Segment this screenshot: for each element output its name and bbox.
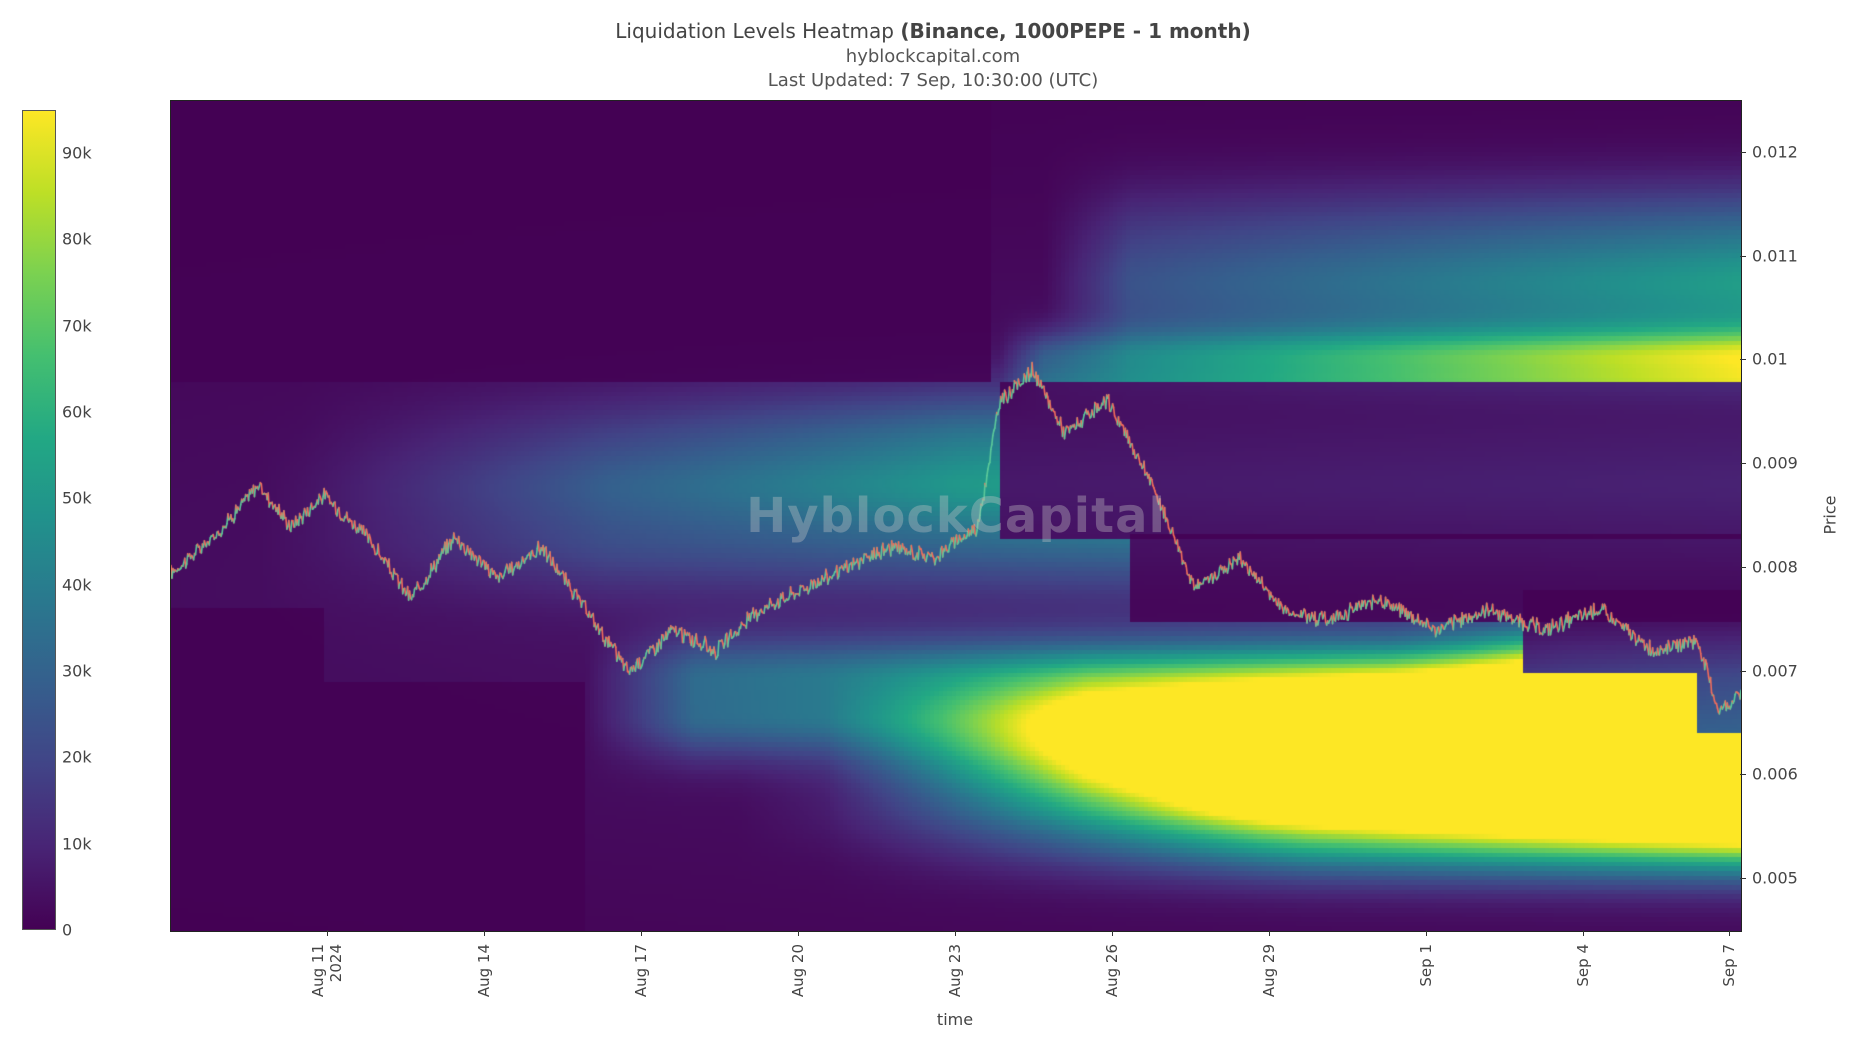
y-tick <box>1740 671 1746 672</box>
colorbar-tick-label: 30k <box>62 662 92 681</box>
x-tick-label: Aug 17 <box>632 944 650 997</box>
x-tick <box>1583 930 1584 936</box>
x-tick-label: Sep 7 <box>1720 944 1738 987</box>
x-tick <box>327 930 328 936</box>
x-tick <box>641 930 642 936</box>
y-tick <box>1740 774 1746 775</box>
y-tick-label: 0.012 <box>1752 142 1798 161</box>
colorbar-tick-label: 80k <box>62 230 92 249</box>
colorbar-tick-label: 20k <box>62 748 92 767</box>
x-axis-label: time <box>937 1010 973 1029</box>
y-axis: 0.005 0.006 0.007 0.008 0.009 0.01 0.011 0.012 <box>1740 100 1830 930</box>
y-tick <box>1740 256 1746 257</box>
colorbar-tick-label: 0 <box>62 921 72 940</box>
x-tick-label: Sep 4 <box>1574 944 1592 987</box>
y-tick-label: 0.006 <box>1752 765 1798 784</box>
x-tick-label: Aug 26 <box>1103 944 1121 997</box>
chart-title-block: Liquidation Levels Heatmap (Binance, 100… <box>0 18 1866 94</box>
x-tick-label: Sep 1 <box>1417 944 1435 987</box>
chart-title: Liquidation Levels Heatmap (Binance, 100… <box>0 18 1866 45</box>
colorbar-tick-label: 50k <box>62 489 92 508</box>
x-tick <box>484 930 485 936</box>
x-tick <box>1426 930 1427 936</box>
chart-updated: Last Updated: 7 Sep, 10:30:00 (UTC) <box>0 69 1866 93</box>
title-prefix: Liquidation Levels Heatmap <box>615 19 900 43</box>
colorbar-tick-label: 70k <box>62 316 92 335</box>
title-bold: (Binance, 1000PEPE - 1 month) <box>900 19 1250 43</box>
colorbar-tick-label: 40k <box>62 575 92 594</box>
price-line-canvas <box>171 101 1741 931</box>
y-tick-label: 0.011 <box>1752 246 1798 265</box>
x-tick-label: Aug 14 <box>475 944 493 997</box>
colorbar-gradient <box>22 110 56 930</box>
x-tick <box>955 930 956 936</box>
x-tick <box>1269 930 1270 936</box>
colorbar-tick-label: 10k <box>62 834 92 853</box>
y-tick-label: 0.007 <box>1752 661 1798 680</box>
colorbar: 010k20k30k40k50k60k70k80k90k <box>22 110 56 930</box>
x-tick-label: Aug 29 <box>1260 944 1278 997</box>
colorbar-tick-label: 60k <box>62 403 92 422</box>
x-tick-label: Aug 11 2024 <box>309 944 345 997</box>
x-tick <box>1112 930 1113 936</box>
x-tick <box>1729 930 1730 936</box>
x-tick-label: Aug 23 <box>946 944 964 997</box>
y-tick-label: 0.009 <box>1752 454 1798 473</box>
y-tick <box>1740 359 1746 360</box>
y-tick <box>1740 878 1746 879</box>
y-tick <box>1740 567 1746 568</box>
heatmap-plot: HyblockCapital <box>170 100 1742 932</box>
y-tick <box>1740 463 1746 464</box>
chart-subtitle: hyblockcapital.com <box>0 45 1866 69</box>
y-tick <box>1740 152 1746 153</box>
y-axis-label: Price <box>1821 495 1840 534</box>
y-tick-label: 0.005 <box>1752 869 1798 888</box>
colorbar-tick-label: 90k <box>62 144 92 163</box>
figure: Liquidation Levels Heatmap (Binance, 100… <box>0 0 1866 1050</box>
y-tick-label: 0.01 <box>1752 350 1788 369</box>
x-tick <box>798 930 799 936</box>
x-tick-label: Aug 20 <box>789 944 807 997</box>
y-tick-label: 0.008 <box>1752 557 1798 576</box>
